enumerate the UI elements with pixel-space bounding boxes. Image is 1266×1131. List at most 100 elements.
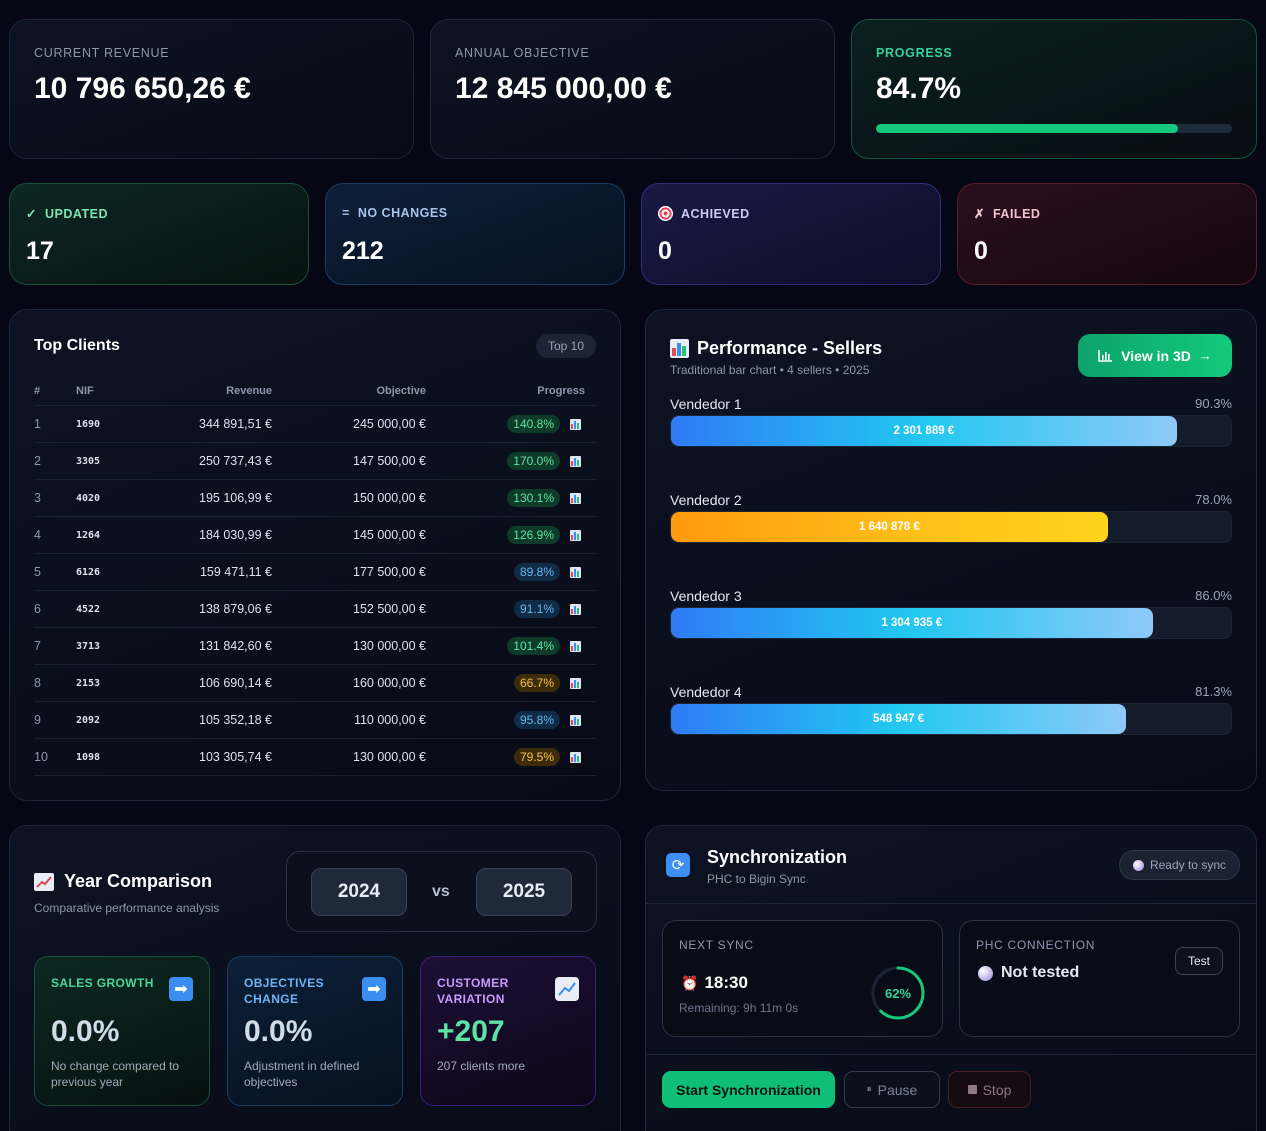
row-objective: 110 000,00 € [353, 713, 426, 727]
row-progress: 101.4% [426, 637, 597, 655]
seller-bar-track: 1 304 935 € [670, 607, 1232, 639]
table-row[interactable]: 2 3305 250 737,43 € 147 500,00 € 170.0% [34, 443, 597, 480]
customer-variation-value: +207 [437, 1015, 505, 1048]
year-a-button[interactable]: 2024 [311, 868, 407, 916]
year-selector: 2024 vs 2025 [286, 851, 597, 932]
status-dot-icon [978, 965, 993, 981]
progress-badge: 95.8% [513, 711, 560, 729]
row-nif: 4522 [76, 603, 101, 615]
row-revenue: 103 305,74 € [199, 750, 272, 764]
annual-objective-card: ANNUAL OBJECTIVE 12 845 000,00 € [430, 19, 835, 159]
achieved-value: 0 [658, 237, 672, 265]
row-nif: 2153 [76, 677, 101, 689]
top-clients-table: # NIF Revenue Objective Progress 1 1690 34… [34, 376, 597, 776]
chart-icon[interactable] [570, 751, 581, 763]
seller-bar[interactable]: 1 640 878 € [671, 512, 1108, 542]
row-number: 10 [34, 750, 48, 764]
seller-bar-row: Vendedor 3 86.0% 1 304 935 € [670, 588, 1232, 640]
row-revenue: 138 879,06 € [199, 602, 272, 616]
pause-button[interactable]: ⏸ Pause [844, 1071, 940, 1108]
row-nif: 1264 [76, 529, 101, 541]
row-objective: 130 000,00 € [353, 750, 426, 764]
customer-variation-card: CUSTOMER VARIATION +207 207 clients more [420, 956, 596, 1106]
table-row[interactable]: 8 2153 106 690,14 € 160 000,00 € 66.7% [34, 665, 597, 702]
row-revenue: 184 030,99 € [199, 528, 272, 542]
table-row[interactable]: 10 1098 103 305,74 € 130 000,00 € 79.5% [34, 739, 597, 776]
sync-icon: ⟳ [666, 853, 690, 877]
row-revenue: 131 842,60 € [199, 639, 272, 653]
stop-button[interactable]: Stop [948, 1071, 1031, 1108]
performance-title: Performance - Sellers [670, 338, 882, 359]
chart-icon[interactable] [570, 529, 581, 541]
row-objective: 160 000,00 € [353, 676, 426, 690]
progress-badge: 170.0% [507, 452, 560, 470]
cross-icon: ✗ [974, 207, 985, 221]
right-arrow-icon: ➡ [362, 977, 386, 1001]
table-row[interactable]: 3 4020 195 106,99 € 150 000,00 € 130.1% [34, 480, 597, 517]
test-connection-button[interactable]: Test [1175, 947, 1223, 975]
next-sync-time: ⏰ 18:30 [681, 973, 748, 992]
table-row[interactable]: 4 1264 184 030,99 € 145 000,00 € 126.9% [34, 517, 597, 554]
seller-value: 1 640 878 € [859, 521, 920, 533]
seller-name: Vendedor 1 [670, 396, 742, 412]
phc-connection-panel: PHC CONNECTION Not tested Test [959, 920, 1240, 1037]
table-row[interactable]: 1 1690 344 891,51 € 245 000,00 € 140.8% [34, 406, 597, 443]
table-row[interactable]: 6 4522 138 879,06 € 152 500,00 € 91.1% [34, 591, 597, 628]
table-row[interactable]: 5 6126 159 471,11 € 177 500,00 € 89.8% [34, 554, 597, 591]
row-revenue: 250 737,43 € [199, 454, 272, 468]
seller-bar[interactable]: 1 304 935 € [671, 608, 1153, 638]
row-objective: 245 000,00 € [353, 417, 426, 431]
chart-icon[interactable] [570, 677, 581, 689]
pause-icon: ⏸ [866, 1084, 872, 1095]
table-row[interactable]: 9 2092 105 352,18 € 110 000,00 € 95.8% [34, 702, 597, 739]
seller-name: Vendedor 4 [670, 684, 742, 700]
seller-bar[interactable]: 2 301 889 € [671, 416, 1177, 446]
col-progress: Progress [537, 384, 585, 397]
chart-icon[interactable] [570, 418, 581, 430]
year-b-button[interactable]: 2025 [476, 868, 572, 916]
start-sync-button[interactable]: Start Synchronization [662, 1071, 835, 1108]
performance-subtitle: Traditional bar chart • 4 sellers • 2025 [670, 363, 870, 377]
row-objective: 152 500,00 € [353, 602, 426, 616]
chart-icon[interactable] [570, 714, 581, 726]
sync-status-badge: Ready to sync [1118, 850, 1240, 880]
chart-icon[interactable] [570, 455, 581, 467]
row-progress: 95.8% [426, 711, 597, 729]
progress-badge: 130.1% [507, 489, 560, 507]
row-objective: 130 000,00 € [353, 639, 426, 653]
sync-card: ⟳ Synchronization PHC to Bigin Sync Read… [645, 825, 1257, 1131]
year-comparison-subtitle: Comparative performance analysis [34, 901, 220, 915]
progress-bar-fill [876, 124, 1178, 133]
chart-icon[interactable] [570, 566, 581, 578]
achieved-label: ACHIEVED [658, 206, 750, 221]
chart-icon[interactable] [570, 492, 581, 504]
col-nif: NIF [76, 384, 94, 397]
status-dot-icon [1132, 859, 1144, 871]
seller-value: 1 304 935 € [881, 617, 943, 629]
row-objective: 150 000,00 € [353, 491, 426, 505]
seller-bar[interactable]: 548 947 € [671, 704, 1127, 734]
row-number: 3 [34, 491, 41, 505]
current-revenue-label: CURRENT REVENUE [34, 46, 170, 60]
achieved-stat-card: ACHIEVED 0 [641, 183, 941, 285]
alarm-clock-icon: ⏰ [681, 974, 699, 991]
row-nif: 1098 [76, 751, 101, 763]
seller-value: 2 301 889 € [893, 425, 955, 437]
performance-card: Performance - Sellers Traditional bar ch… [645, 309, 1257, 791]
current-revenue-card: CURRENT REVENUE 10 796 650,26 € [9, 19, 414, 159]
updated-value: 17 [26, 237, 54, 265]
row-nif: 2092 [76, 714, 101, 726]
chart-increasing-icon [34, 872, 54, 891]
sync-progress-ring: 62% [870, 965, 926, 1021]
row-progress: 130.1% [426, 489, 597, 507]
row-nif: 4020 [76, 492, 101, 504]
view-in-3d-button[interactable]: View in 3D → [1078, 334, 1232, 377]
bar-chart-icon [1098, 350, 1113, 362]
chart-icon[interactable] [570, 640, 581, 652]
seller-bar-row: Vendedor 1 90.3% 2 301 889 € [670, 396, 1232, 448]
chart-icon[interactable] [570, 603, 581, 615]
seller-value: 548 947 € [873, 713, 925, 725]
row-number: 6 [34, 602, 41, 616]
sales-growth-label: SALES GROWTH [51, 976, 154, 990]
table-row[interactable]: 7 3713 131 842,60 € 130 000,00 € 101.4% [34, 628, 597, 665]
